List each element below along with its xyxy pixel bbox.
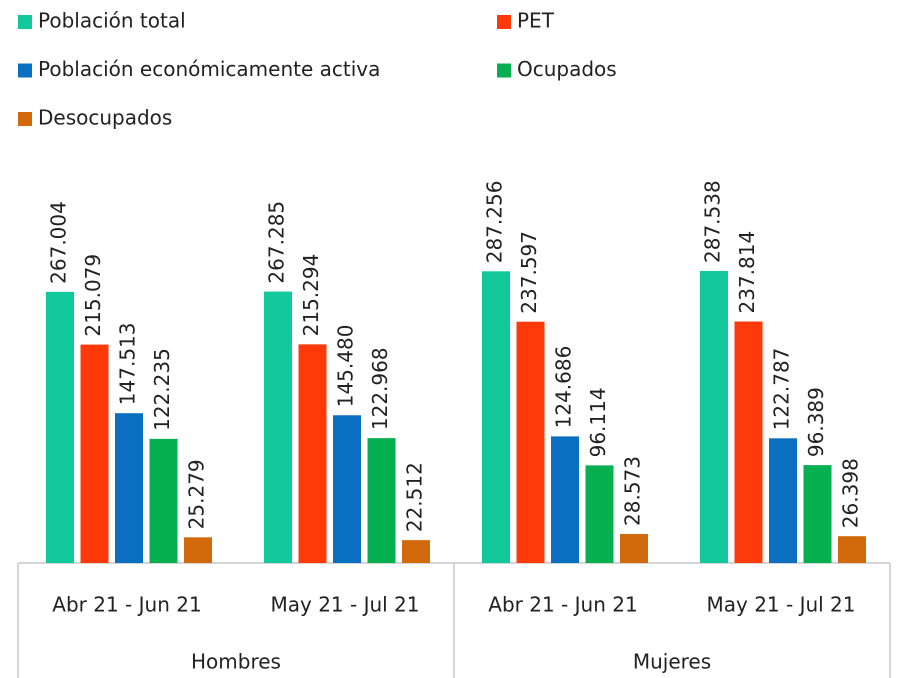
bar — [551, 436, 579, 563]
bar — [333, 415, 361, 563]
data-label: 122.235 — [150, 348, 174, 431]
data-label: 237.814 — [735, 231, 759, 314]
data-label: 122.787 — [770, 348, 794, 431]
legend-swatch — [497, 15, 511, 29]
data-label: 145.480 — [334, 325, 358, 408]
data-label: 237.597 — [517, 231, 541, 314]
x-tick-label: May 21 - Jul 21 — [270, 593, 419, 617]
bar — [115, 413, 143, 563]
legend-label: Desocupados — [38, 106, 172, 130]
data-label: 28.573 — [621, 456, 645, 526]
data-label: 25.279 — [185, 459, 209, 529]
data-label: 122.968 — [368, 347, 392, 430]
bar — [298, 344, 327, 563]
x-tick-label: Abr 21 - Jun 21 — [488, 593, 637, 617]
bar — [149, 438, 178, 563]
data-label: 26.398 — [839, 458, 863, 528]
bar — [769, 438, 797, 563]
bar — [734, 321, 763, 563]
data-label: 287.256 — [483, 181, 507, 264]
bar — [620, 533, 648, 563]
bar — [402, 540, 430, 563]
legend-swatch — [18, 63, 32, 78]
bar — [700, 271, 728, 563]
legend-label: PET — [517, 9, 555, 33]
bar — [264, 291, 292, 563]
data-label: 124.686 — [552, 346, 576, 429]
group-label: Hombres — [191, 650, 281, 674]
data-label: 215.294 — [299, 254, 323, 337]
legend-label: Población económicamente activa — [38, 57, 380, 81]
bar — [80, 344, 109, 563]
data-label: 96.114 — [586, 387, 610, 457]
legend-label: Población total — [38, 9, 186, 33]
data-label: 147.513 — [116, 322, 140, 405]
bar — [46, 291, 74, 563]
bar — [803, 465, 832, 563]
bar — [516, 321, 545, 563]
legend-swatch — [497, 63, 511, 78]
bar — [367, 438, 396, 563]
x-tick-label: Abr 21 - Jun 21 — [52, 593, 201, 617]
data-label: 267.004 — [47, 201, 71, 284]
legend-swatch — [18, 112, 32, 126]
data-label: 215.079 — [81, 254, 105, 337]
bar — [184, 537, 212, 563]
x-tick-label: May 21 - Jul 21 — [706, 593, 855, 617]
data-label: 96.389 — [804, 387, 828, 457]
legend-label: Ocupados — [517, 57, 617, 81]
group-label: Mujeres — [633, 650, 711, 674]
bar — [482, 271, 510, 563]
bar — [838, 536, 866, 563]
data-label: 287.538 — [701, 180, 725, 263]
data-label: 22.512 — [403, 462, 427, 532]
data-label: 267.285 — [265, 201, 289, 284]
bar — [585, 465, 614, 563]
legend-swatch — [18, 15, 32, 29]
